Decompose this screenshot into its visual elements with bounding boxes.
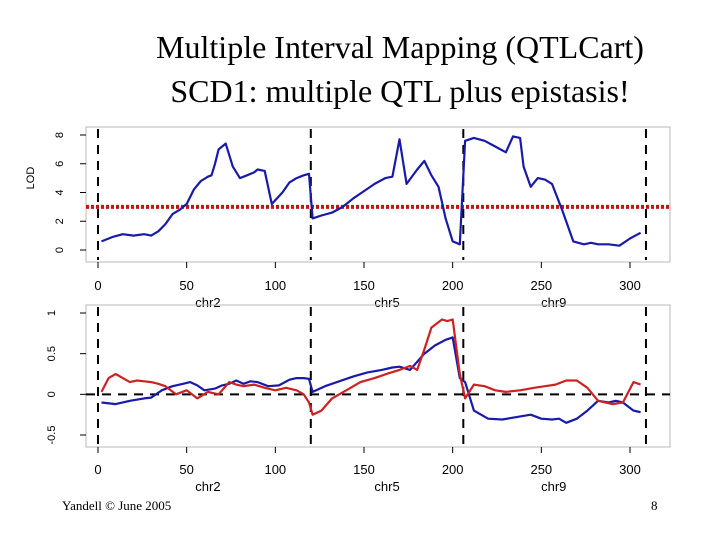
x-tick-label: 300 (619, 278, 641, 293)
x-tick-label: 250 (530, 462, 552, 477)
chromosome-label: chr9 (541, 479, 566, 494)
series-line-lod-profile (101, 135, 642, 247)
slide-number: 8 (651, 498, 658, 513)
y-tick-label: 0 (54, 247, 66, 253)
x-tick-label: 0 (94, 278, 101, 293)
x-tick-label: 100 (264, 278, 286, 293)
effect-panel-frame (85, 304, 671, 448)
chromosome-label: chr5 (374, 295, 399, 310)
y-tick-label: 6 (54, 161, 66, 167)
footer-credit: Yandell © June 2005 (62, 498, 172, 513)
y-tick-label: 4 (54, 189, 66, 195)
x-tick-label: 100 (264, 462, 286, 477)
x-tick-label: 0 (94, 462, 101, 477)
x-tick-label: 150 (353, 462, 375, 477)
lod-panel-frame (85, 126, 671, 263)
x-tick-label: 250 (530, 278, 552, 293)
x-tick-label: 150 (353, 278, 375, 293)
chromosome-label: chr2 (195, 295, 220, 310)
y-tick-label: 1 (46, 310, 58, 316)
series-line-dominance (100, 318, 641, 416)
y-tick-label: -0.5 (46, 426, 58, 445)
x-tick-label: 200 (442, 462, 464, 477)
x-tick-label: 200 (442, 278, 464, 293)
chromosome-label: chr5 (374, 479, 399, 494)
x-tick-label: 50 (179, 462, 193, 477)
lod-axis-label: LOD (25, 167, 37, 190)
chromosome-label: chr9 (541, 295, 566, 310)
chromosome-label: chr2 (195, 479, 220, 494)
x-tick-label: 300 (619, 462, 641, 477)
y-tick-label: 8 (54, 132, 66, 138)
y-tick-label: 2 (54, 218, 66, 224)
slide-title-line1: Multiple Interval Mapping (QTLCart) (156, 29, 644, 65)
effect-panel: -0.5 0 0.5 1 0 50 100 150 200 250 300 chr2 chr5 chr… (46, 304, 671, 494)
y-tick-label: 0.5 (46, 346, 58, 361)
y-tick-label: 0 (46, 391, 58, 397)
lod-panel: LOD 0 2 4 6 8 0 50 100 150 200 250 300 chr2 chr5 chr… (25, 126, 671, 310)
series-line-additive (101, 336, 641, 424)
x-tick-label: 50 (179, 278, 193, 293)
slide-title-line2: SCD1: multiple QTL plus epistasis! (170, 73, 630, 109)
